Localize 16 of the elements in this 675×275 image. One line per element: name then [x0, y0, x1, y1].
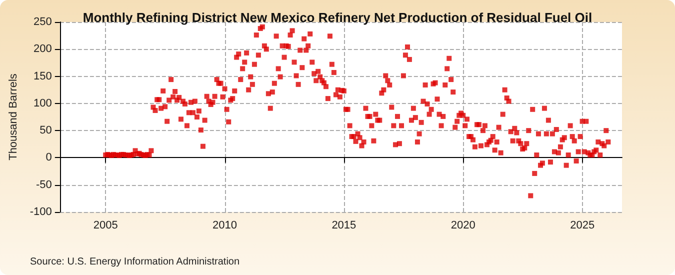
x-tick-label: 2005 — [93, 220, 118, 232]
y-tick-label: -50 — [36, 178, 52, 191]
y-tick-label: 50 — [40, 124, 52, 137]
source-note: Source: U.S. Energy Information Administration — [30, 256, 240, 268]
x-tick-label: 2010 — [212, 220, 238, 232]
x-tick-label: 2025 — [570, 220, 595, 232]
chart-title: Monthly Refining District New Mexico Refinery Net Production of Residual Fuel Oil — [82, 10, 592, 25]
y-tick-label: 250 — [34, 16, 52, 28]
y-tick-label: 100 — [34, 97, 52, 110]
y-axis-title: Thousand Barrels — [8, 73, 20, 160]
x-tick-label: 2015 — [332, 220, 356, 232]
y-tick-label: 0 — [46, 152, 52, 164]
y-tick-label: 150 — [34, 70, 52, 82]
y-tick-label: 200 — [34, 43, 52, 56]
y-tick-label: -100 — [30, 206, 52, 218]
x-tick-label: 2020 — [450, 220, 476, 232]
